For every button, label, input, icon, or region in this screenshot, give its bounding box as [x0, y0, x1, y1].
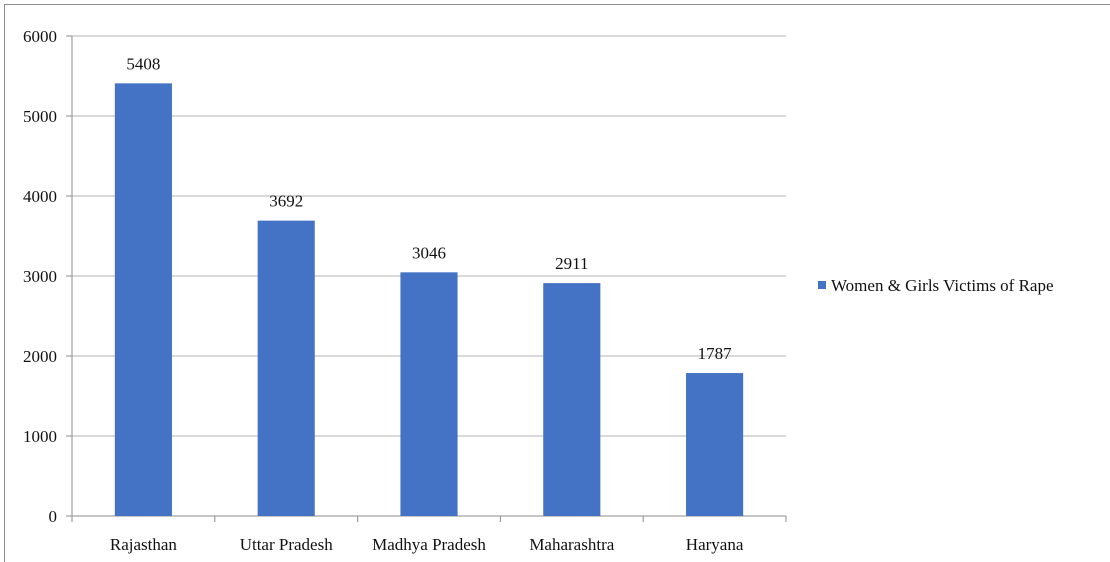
- legend-swatch: [818, 281, 826, 289]
- data-label: 5408: [126, 54, 160, 73]
- bar: [114, 83, 172, 517]
- bar: [400, 272, 458, 516]
- legend: Women & Girls Victims of Rape: [818, 276, 1054, 295]
- y-tick-label: 3000: [23, 267, 57, 286]
- x-tick-label: Haryana: [686, 535, 744, 554]
- y-tick-label: 6000: [23, 27, 57, 46]
- data-label: 2911: [555, 254, 588, 273]
- bars: [114, 83, 744, 517]
- y-tick-label: 0: [49, 507, 58, 526]
- legend-label: Women & Girls Victims of Rape: [831, 276, 1054, 295]
- x-tick-label: Uttar Pradesh: [240, 535, 334, 554]
- bar: [257, 220, 315, 516]
- x-tick-label: Madhya Pradesh: [372, 535, 486, 554]
- y-tick-label: 1000: [23, 427, 57, 446]
- labels: 0 1000 2000 3000 4000 5000 6000 5408 Rajasthan 36…: [23, 27, 744, 554]
- y-tick-label: 4000: [23, 187, 57, 206]
- data-label: 3046: [412, 243, 446, 262]
- y-tick-label: 5000: [23, 107, 57, 126]
- x-tick-label: Rajasthan: [110, 535, 178, 554]
- y-tick-label: 2000: [23, 347, 57, 366]
- data-label: 1787: [698, 344, 733, 363]
- bar: [543, 283, 601, 516]
- x-tick-label: Maharashtra: [529, 535, 614, 554]
- chart-frame: [4, 4, 1110, 562]
- data-label: 3692: [269, 192, 303, 211]
- bar: [686, 373, 744, 516]
